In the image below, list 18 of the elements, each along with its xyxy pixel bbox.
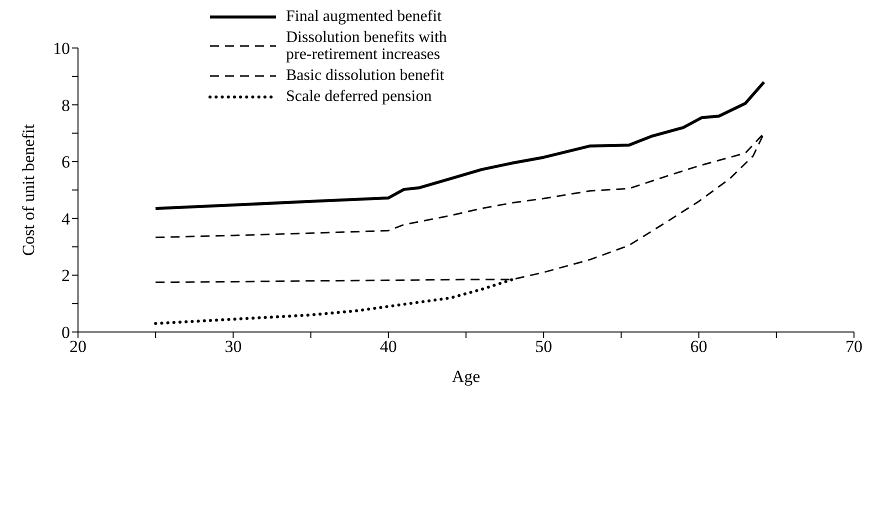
- x-axis-title: Age: [452, 367, 480, 386]
- x-tick-label: 20: [70, 337, 86, 356]
- y-tick-label: 4: [62, 209, 70, 228]
- y-tick-label: 10: [53, 39, 70, 58]
- x-tick-label: 30: [224, 337, 242, 356]
- legend-label: Basic dissolution benefit: [286, 67, 444, 84]
- y-axis-title: Cost of unit benefit: [19, 124, 38, 256]
- legend-label: Final augmented benefit: [286, 8, 442, 25]
- x-tick-label: 60: [690, 337, 708, 356]
- y-tick-label: 6: [62, 152, 70, 172]
- legend-label: Dissolution benefits with pre-retirement increases: [286, 29, 448, 63]
- y-tick-label: 8: [62, 96, 70, 115]
- y-tick-label: 0: [62, 323, 70, 342]
- x-tick-label: 70: [846, 337, 862, 356]
- x-tick-label: 50: [535, 337, 552, 356]
- x-tick-label: 40: [380, 337, 397, 356]
- legend-label: Scale deferred pension: [286, 88, 432, 105]
- y-tick-label: 2: [62, 266, 70, 286]
